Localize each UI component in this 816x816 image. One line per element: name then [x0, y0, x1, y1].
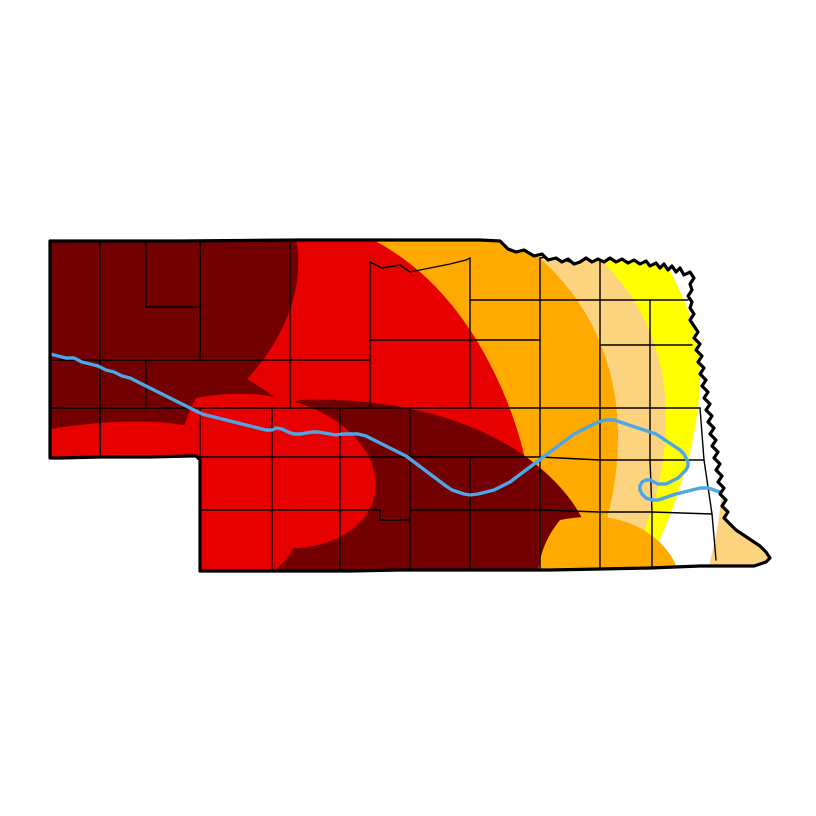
nebraska-state-outline [48, 238, 772, 573]
drought-region-d2-se-tail [537, 516, 680, 571]
river-platte [50, 352, 722, 502]
platte-river [50, 352, 722, 502]
